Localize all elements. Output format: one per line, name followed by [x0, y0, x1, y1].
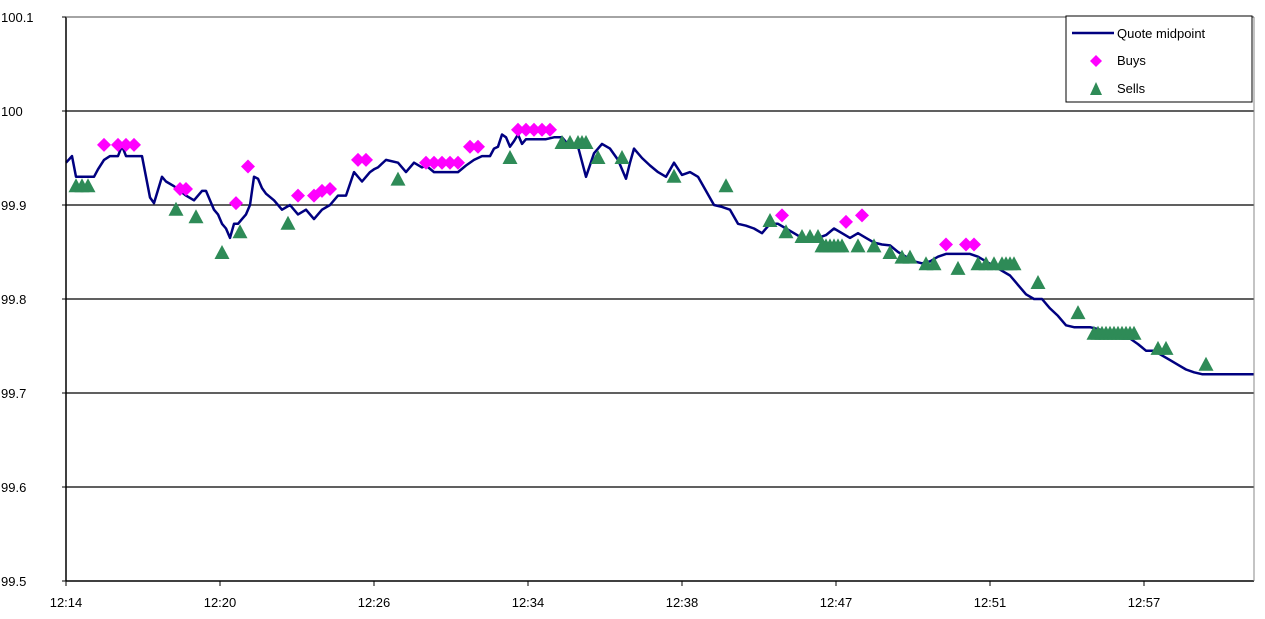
sell-point	[866, 238, 882, 253]
sell-point	[1158, 340, 1174, 355]
buy-point	[451, 155, 465, 170]
buy-point	[427, 155, 441, 170]
y-axis-ticks: 99.5 99.6 99.7 99.8 99.9 100 100.1	[1, 10, 66, 589]
x-axis-ticks: 12:14 12:20 12:26 12:34 12:38 12:47 12:51 12:57	[50, 581, 1161, 610]
buy-point	[839, 214, 853, 229]
sell-point	[214, 244, 230, 259]
x-tick-label: 12:34	[512, 595, 545, 610]
buy-point	[527, 122, 541, 137]
buy-point	[443, 155, 457, 170]
sell-point	[590, 150, 606, 164]
y-tick-label: 99.7	[1, 386, 26, 401]
sell-point	[762, 212, 778, 227]
buy-point	[323, 182, 337, 197]
sell-point	[502, 150, 518, 164]
sell-point	[834, 238, 850, 253]
buy-point	[519, 122, 533, 137]
sell-point	[578, 134, 594, 149]
sell-point	[232, 224, 248, 239]
axes	[65, 16, 1255, 582]
sell-point	[950, 260, 966, 275]
sell-point	[168, 201, 184, 216]
buy-point	[229, 196, 243, 211]
sell-point	[1198, 356, 1214, 371]
buy-point	[855, 208, 869, 223]
buy-point	[351, 152, 365, 167]
y-tick-label: 100	[1, 104, 23, 119]
sell-point	[778, 224, 794, 239]
sell-point	[666, 168, 682, 183]
buy-point	[241, 159, 255, 174]
legend-triangle-swatch	[1090, 82, 1102, 95]
sell-point	[926, 256, 942, 271]
y-tick-label: 99.9	[1, 198, 26, 213]
sell-point	[1070, 305, 1086, 320]
buy-point	[111, 137, 125, 152]
x-tick-label: 12:38	[666, 595, 699, 610]
sell-point	[882, 244, 898, 259]
buy-point	[471, 139, 485, 154]
sell-point	[1126, 325, 1142, 340]
sell-point	[718, 178, 734, 193]
x-tick-label: 12:20	[204, 595, 237, 610]
x-tick-label: 12:47	[820, 595, 853, 610]
sell-point	[1006, 256, 1022, 271]
y-tick-label: 99.5	[1, 574, 26, 589]
sell-point	[80, 178, 96, 193]
y-tick-label: 99.8	[1, 292, 26, 307]
x-tick-label: 12:14	[50, 595, 83, 610]
sell-point	[614, 150, 630, 164]
buy-point	[435, 155, 449, 170]
legend-label-sells: Sells	[1117, 81, 1146, 96]
series-layer	[65, 122, 1254, 376]
sell-point	[1030, 275, 1046, 290]
buy-point	[291, 188, 305, 203]
buy-point	[535, 122, 549, 137]
sell-point	[280, 215, 296, 230]
legend-label-buys: Buys	[1117, 53, 1146, 68]
quote-midpoint-line	[65, 133, 1254, 376]
buy-point	[127, 137, 141, 152]
x-tick-label: 12:26	[358, 595, 391, 610]
sell-point	[850, 238, 866, 253]
legend-diamond-swatch	[1090, 55, 1102, 67]
x-tick-label: 12:51	[974, 595, 1007, 610]
legend: Quote midpoint Buys Sells	[1065, 15, 1253, 103]
sell-point	[188, 209, 204, 224]
buy-point	[775, 208, 789, 223]
y-tick-label: 99.6	[1, 480, 26, 495]
buy-point	[511, 122, 525, 137]
buy-point	[419, 155, 433, 170]
buy-point	[543, 122, 557, 137]
buy-point	[179, 182, 193, 197]
x-tick-label: 12:57	[1128, 595, 1161, 610]
y-tick-label: 100.1	[1, 10, 34, 25]
buy-point	[939, 237, 953, 252]
sell-point	[902, 249, 918, 264]
buy-point	[97, 137, 111, 152]
sell-point	[390, 171, 406, 186]
buy-point	[119, 137, 133, 152]
buy-point	[959, 237, 973, 252]
buy-point	[463, 139, 477, 154]
buy-point	[967, 237, 981, 252]
legend-label-quote: Quote midpoint	[1117, 26, 1206, 41]
buy-point	[359, 152, 373, 167]
